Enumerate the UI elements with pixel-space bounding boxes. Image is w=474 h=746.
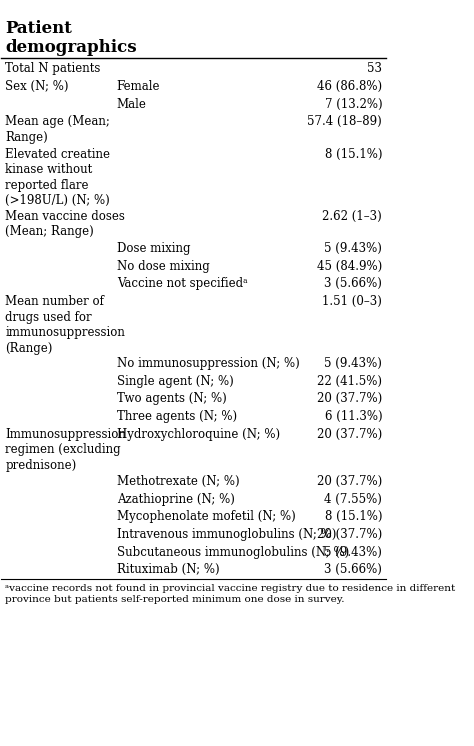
Text: No dose mixing: No dose mixing — [117, 260, 210, 273]
Text: 45 (84.9%): 45 (84.9%) — [317, 260, 382, 273]
Text: No immunosuppression (N; %): No immunosuppression (N; %) — [117, 357, 300, 370]
Text: Rituximab (N; %): Rituximab (N; %) — [117, 563, 219, 576]
Text: Total N patients: Total N patients — [5, 63, 100, 75]
Text: Single agent (N; %): Single agent (N; %) — [117, 374, 234, 388]
Text: Male: Male — [117, 98, 146, 110]
Text: 57.4 (18–89): 57.4 (18–89) — [308, 116, 382, 128]
Text: 5 (9.43%): 5 (9.43%) — [324, 357, 382, 370]
Text: 20 (37.7%): 20 (37.7%) — [317, 427, 382, 441]
Text: Intravenous immunoglobulins (N; %): Intravenous immunoglobulins (N; %) — [117, 528, 336, 541]
Text: Mycophenolate mofetil (N; %): Mycophenolate mofetil (N; %) — [117, 510, 295, 523]
Text: Vaccine not specifiedᵃ: Vaccine not specifiedᵃ — [117, 278, 247, 290]
Text: 8 (15.1%): 8 (15.1%) — [325, 510, 382, 523]
Text: Immunosuppression
regimen (excluding
prednisone): Immunosuppression regimen (excluding pre… — [5, 427, 126, 471]
Text: 20 (37.7%): 20 (37.7%) — [317, 528, 382, 541]
Text: Mean age (Mean;
Range): Mean age (Mean; Range) — [5, 116, 110, 144]
Text: 5 (9.43%): 5 (9.43%) — [324, 242, 382, 255]
Text: 6 (11.3%): 6 (11.3%) — [325, 410, 382, 423]
Text: Mean number of
drugs used for
immunosuppression
(Range): Mean number of drugs used for immunosupp… — [5, 295, 125, 354]
Text: Azathioprine (N; %): Azathioprine (N; %) — [117, 492, 235, 506]
Text: Sex (N; %): Sex (N; %) — [5, 80, 69, 93]
Text: Subcutaneous immunoglobulins (N; %): Subcutaneous immunoglobulins (N; %) — [117, 545, 349, 559]
Text: Elevated creatine
kinase without
reported flare
(>198U/L) (N; %): Elevated creatine kinase without reporte… — [5, 148, 110, 207]
Text: Two agents (N; %): Two agents (N; %) — [117, 392, 227, 405]
Text: 22 (41.5%): 22 (41.5%) — [317, 374, 382, 388]
Text: Methotrexate (N; %): Methotrexate (N; %) — [117, 474, 239, 488]
Text: ᵃvaccine records not found in provincial vaccine registry due to residence in di: ᵃvaccine records not found in provincial… — [5, 584, 456, 604]
Text: 20 (37.7%): 20 (37.7%) — [317, 474, 382, 488]
Text: 3 (5.66%): 3 (5.66%) — [324, 278, 382, 290]
Text: 8 (15.1%): 8 (15.1%) — [325, 148, 382, 161]
Text: Mean vaccine doses
(Mean; Range): Mean vaccine doses (Mean; Range) — [5, 210, 125, 238]
Text: 1.51 (0–3): 1.51 (0–3) — [322, 295, 382, 308]
Text: 7 (13.2%): 7 (13.2%) — [325, 98, 382, 110]
Text: 53: 53 — [367, 63, 382, 75]
Text: 4 (7.55%): 4 (7.55%) — [324, 492, 382, 506]
Text: Patient
demographics: Patient demographics — [5, 20, 137, 56]
Text: 5 (9.43%): 5 (9.43%) — [324, 545, 382, 559]
Text: Three agents (N; %): Three agents (N; %) — [117, 410, 237, 423]
Text: Hydroxychloroquine (N; %): Hydroxychloroquine (N; %) — [117, 427, 280, 441]
Text: Dose mixing: Dose mixing — [117, 242, 190, 255]
Text: 3 (5.66%): 3 (5.66%) — [324, 563, 382, 576]
Text: 2.62 (1–3): 2.62 (1–3) — [322, 210, 382, 222]
Text: Female: Female — [117, 80, 160, 93]
Text: 46 (86.8%): 46 (86.8%) — [317, 80, 382, 93]
Text: 20 (37.7%): 20 (37.7%) — [317, 392, 382, 405]
